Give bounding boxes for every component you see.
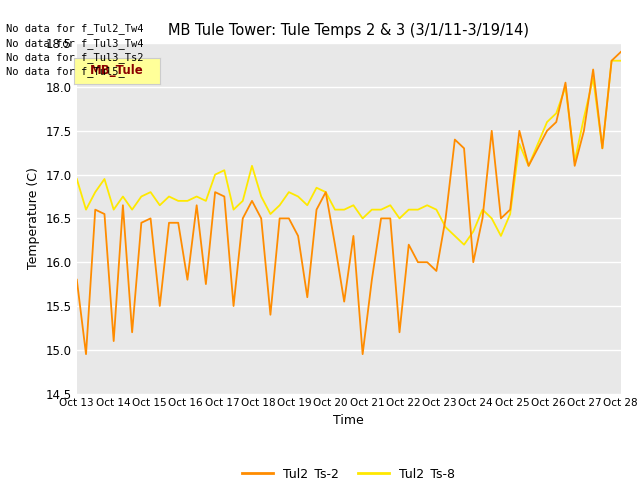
Text: No data for f_Tul2_Tw4: No data for f_Tul2_Tw4	[6, 23, 144, 34]
Title: MB Tule Tower: Tule Temps 2 & 3 (3/1/11-3/19/14): MB Tule Tower: Tule Temps 2 & 3 (3/1/11-…	[168, 23, 529, 38]
Legend: Tul2_Ts-2, Tul2_Ts-8: Tul2_Ts-2, Tul2_Ts-8	[237, 462, 460, 480]
Text: No data for f_Tul3_Tw4: No data for f_Tul3_Tw4	[6, 37, 144, 48]
Text: No data for f_Tul5_: No data for f_Tul5_	[6, 66, 125, 77]
X-axis label: Time: Time	[333, 414, 364, 427]
Text: MB_Tule: MB_Tule	[90, 64, 143, 77]
Y-axis label: Temperature (C): Temperature (C)	[28, 168, 40, 269]
Text: No data for f_Tul3_Ts2: No data for f_Tul3_Ts2	[6, 52, 144, 63]
